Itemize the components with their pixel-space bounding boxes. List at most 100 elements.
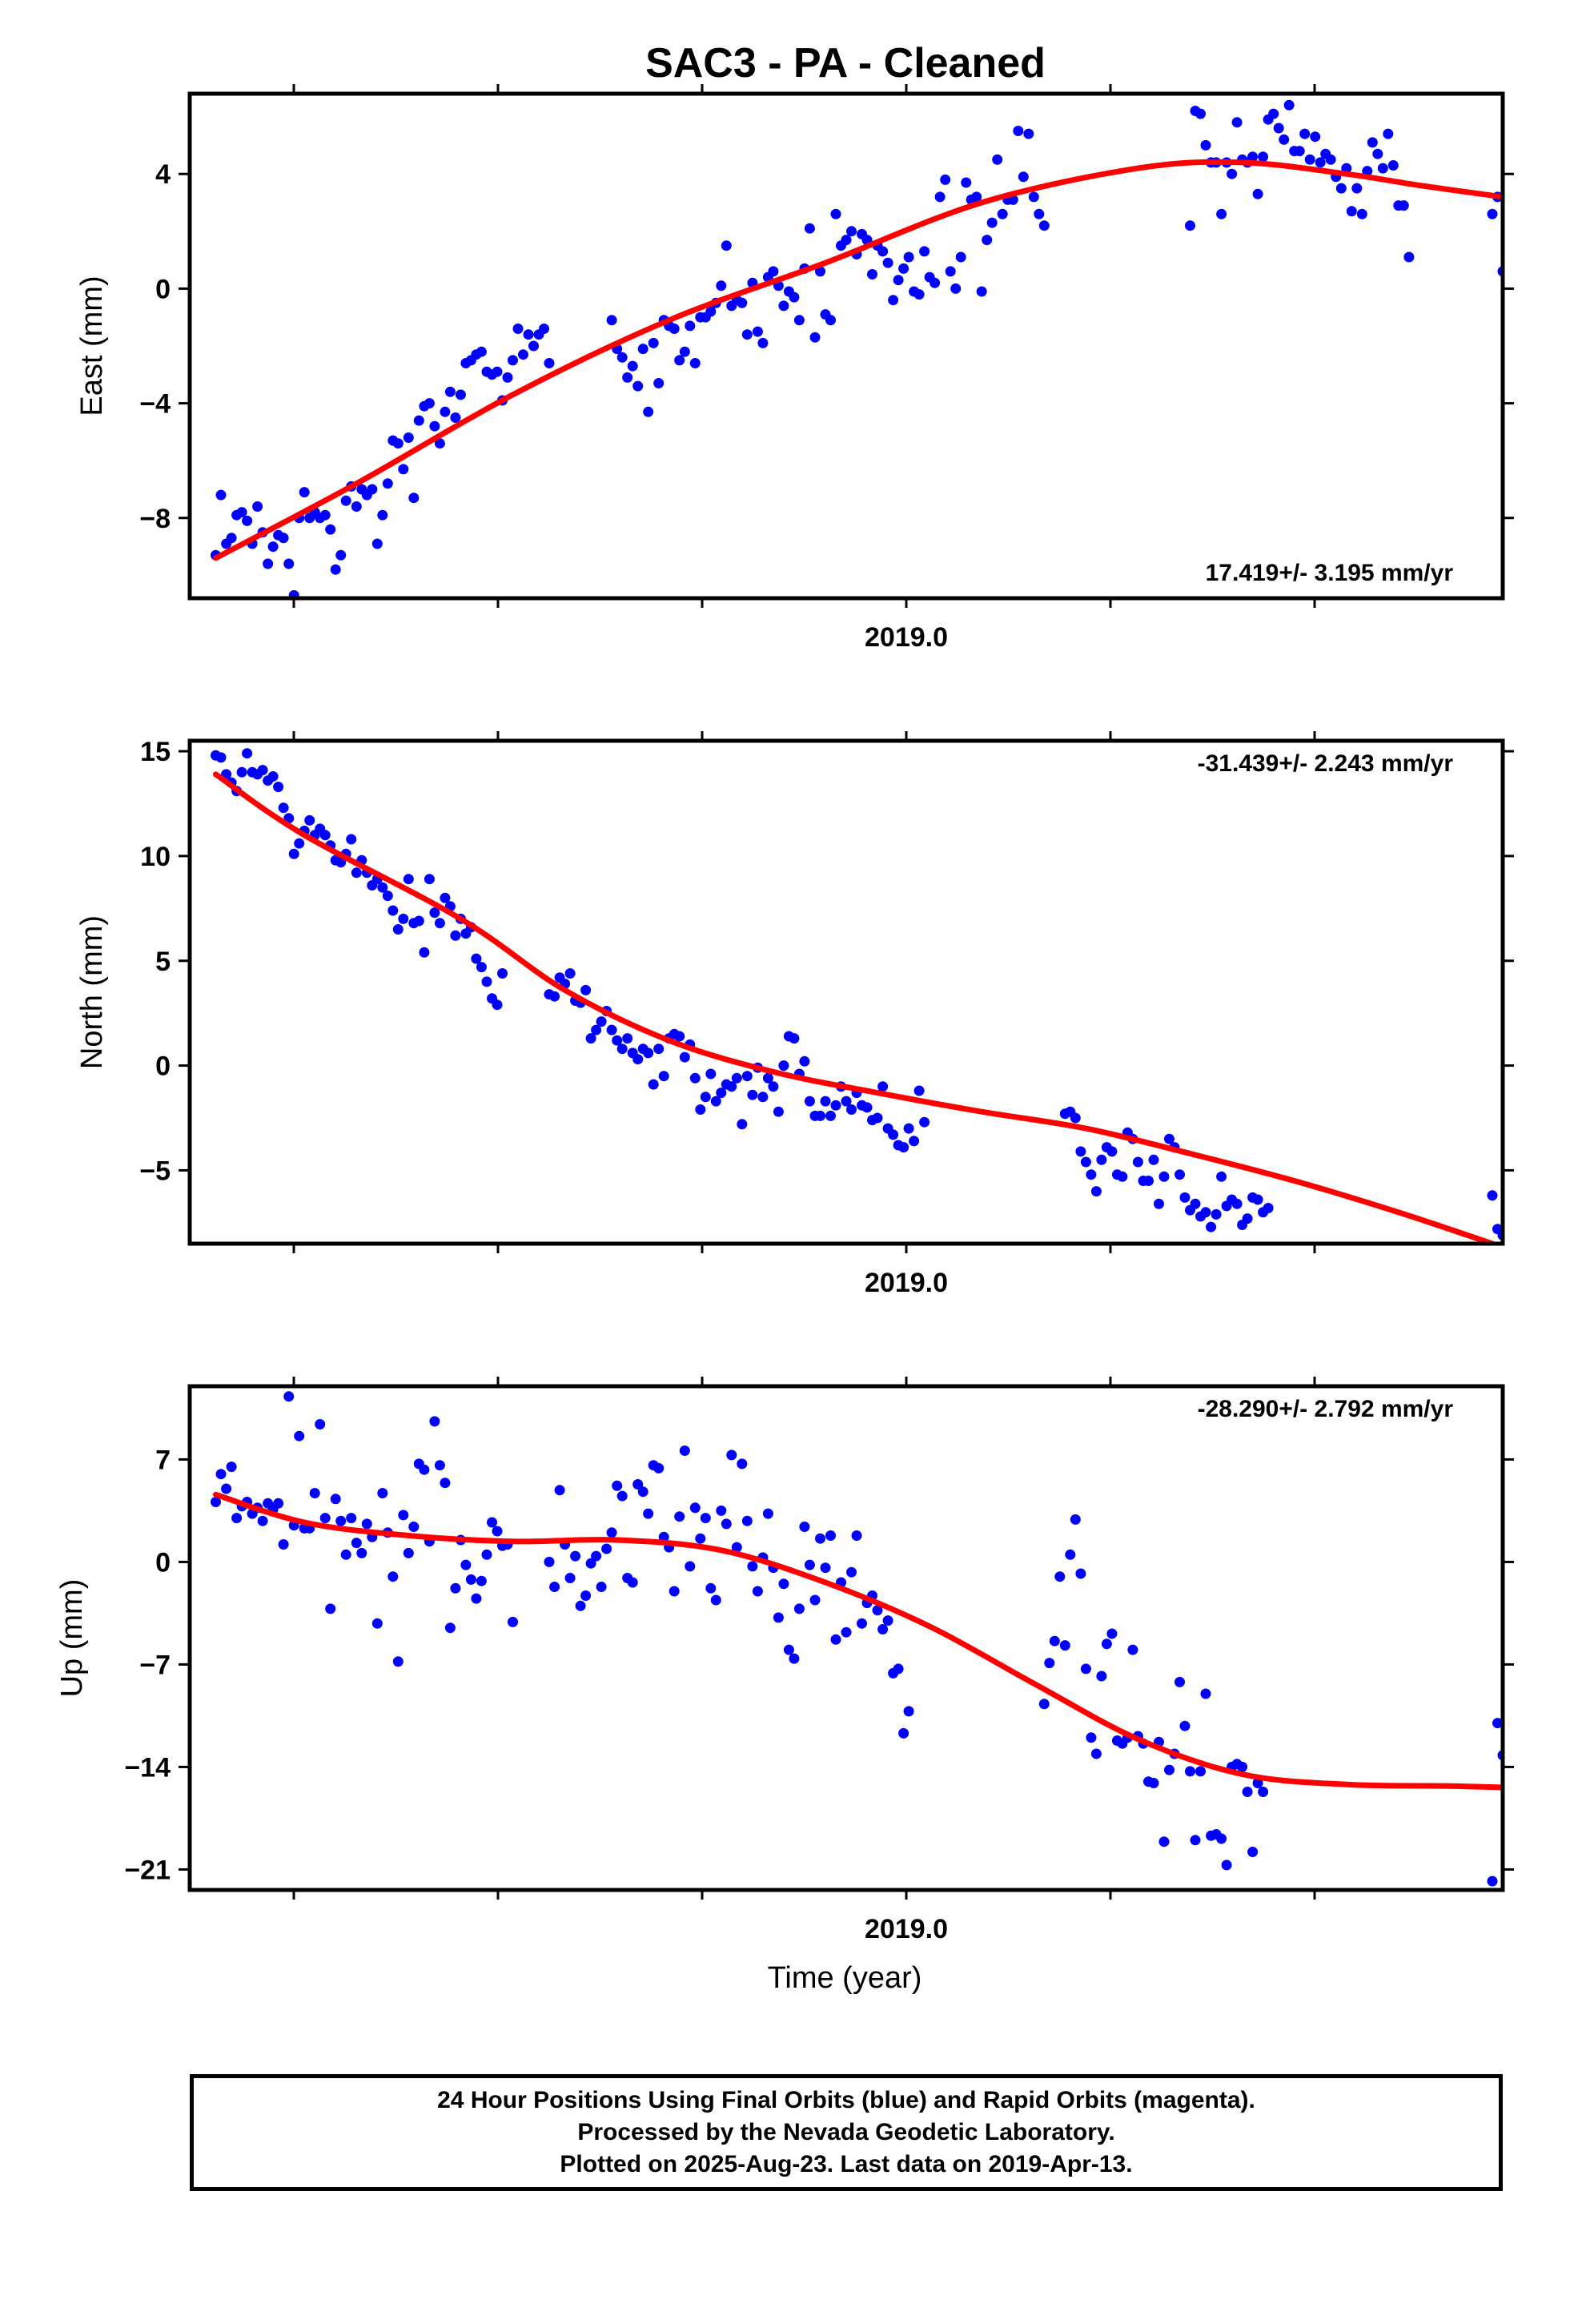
up-point	[877, 1624, 889, 1634]
north-point	[778, 1060, 789, 1072]
up-point	[857, 1618, 867, 1629]
east-point	[429, 420, 440, 432]
up-y-tick-label: −7	[139, 1650, 171, 1680]
east-point	[252, 501, 263, 512]
up-point	[356, 1547, 367, 1558]
north-point	[773, 1106, 784, 1117]
up-point	[1487, 1876, 1498, 1887]
east-point	[1273, 123, 1284, 134]
east-point	[606, 315, 617, 326]
up-point	[705, 1582, 717, 1594]
north-point	[653, 1043, 665, 1055]
up-point	[377, 1488, 388, 1498]
up-point	[1221, 1860, 1232, 1871]
north-point	[768, 1081, 779, 1092]
up-point	[575, 1600, 586, 1611]
north-point	[825, 1110, 836, 1121]
up-point	[273, 1498, 284, 1509]
east-point	[616, 352, 628, 363]
north-point	[820, 1096, 831, 1107]
north-point	[1179, 1192, 1191, 1203]
north-point	[919, 1116, 930, 1128]
east-point	[997, 208, 1008, 219]
east-point	[403, 432, 414, 443]
north-point	[351, 867, 362, 879]
up-point	[371, 1618, 383, 1629]
up-point	[1059, 1640, 1070, 1651]
up-point	[741, 1515, 753, 1526]
east-point	[1362, 166, 1373, 177]
north-point	[658, 1071, 669, 1082]
up-x-tick-label: 2019.0	[865, 1914, 948, 1944]
up-point	[1195, 1766, 1206, 1777]
east-point	[444, 386, 456, 397]
up-point	[335, 1515, 347, 1526]
north-fit-line	[213, 771, 1496, 1244]
east-point	[1028, 191, 1039, 203]
up-point	[872, 1605, 883, 1616]
east-point	[502, 372, 513, 383]
east-point	[330, 564, 341, 575]
north-point	[846, 1104, 857, 1115]
up-y-tick-label: −14	[124, 1752, 171, 1783]
north-point	[1164, 1133, 1174, 1144]
north-point	[564, 968, 576, 979]
up-point	[1127, 1644, 1138, 1655]
north-point	[382, 891, 393, 902]
up-point	[564, 1573, 576, 1583]
east-point	[1304, 154, 1315, 165]
up-point	[632, 1479, 644, 1490]
east-point	[1227, 168, 1238, 179]
up-point	[585, 1558, 596, 1569]
east-point	[424, 398, 435, 409]
up-point	[570, 1550, 581, 1562]
east-point	[809, 332, 821, 343]
up-point	[685, 1561, 696, 1572]
east-point	[544, 358, 555, 368]
up-point	[1070, 1514, 1081, 1525]
up-point	[1106, 1628, 1118, 1639]
north-point	[830, 1100, 841, 1111]
up-point	[716, 1505, 727, 1516]
north-point	[632, 1054, 644, 1065]
up-point	[460, 1559, 472, 1570]
east-point	[1299, 128, 1311, 139]
east-point	[398, 464, 409, 475]
east-point	[737, 297, 748, 308]
up-point	[215, 1469, 227, 1480]
east-point	[685, 320, 696, 332]
north-point	[398, 913, 409, 924]
north-point	[648, 1079, 659, 1090]
up-point	[789, 1653, 800, 1664]
east-point	[492, 366, 503, 377]
east-point	[508, 355, 518, 366]
up-point	[476, 1575, 487, 1586]
east-point	[1346, 206, 1357, 217]
up-point	[315, 1419, 326, 1429]
north-point	[585, 1033, 596, 1044]
up-point	[465, 1574, 476, 1585]
north-point	[841, 1096, 852, 1107]
up-point	[1158, 1836, 1170, 1848]
north-point	[257, 765, 268, 776]
footer-line-3: Plotted on 2025-Aug-23. Last data on 201…	[560, 2151, 1133, 2177]
up-point	[1096, 1671, 1107, 1682]
up-point	[674, 1511, 685, 1522]
east-point	[882, 257, 893, 268]
up-point	[278, 1539, 289, 1550]
up-point	[419, 1464, 430, 1475]
east-point	[377, 509, 388, 521]
up-point	[783, 1644, 794, 1655]
up-point	[1148, 1778, 1159, 1788]
east-point	[1335, 183, 1347, 194]
north-point	[319, 830, 331, 841]
east-point	[846, 226, 857, 237]
north-rate-label: -31.439+/- 2.243 mm/yr	[1198, 750, 1454, 777]
north-point	[424, 874, 435, 885]
east-point	[674, 355, 685, 366]
up-point	[294, 1430, 305, 1441]
east-point	[1231, 117, 1243, 128]
up-point	[309, 1488, 320, 1498]
north-point	[757, 1092, 769, 1103]
